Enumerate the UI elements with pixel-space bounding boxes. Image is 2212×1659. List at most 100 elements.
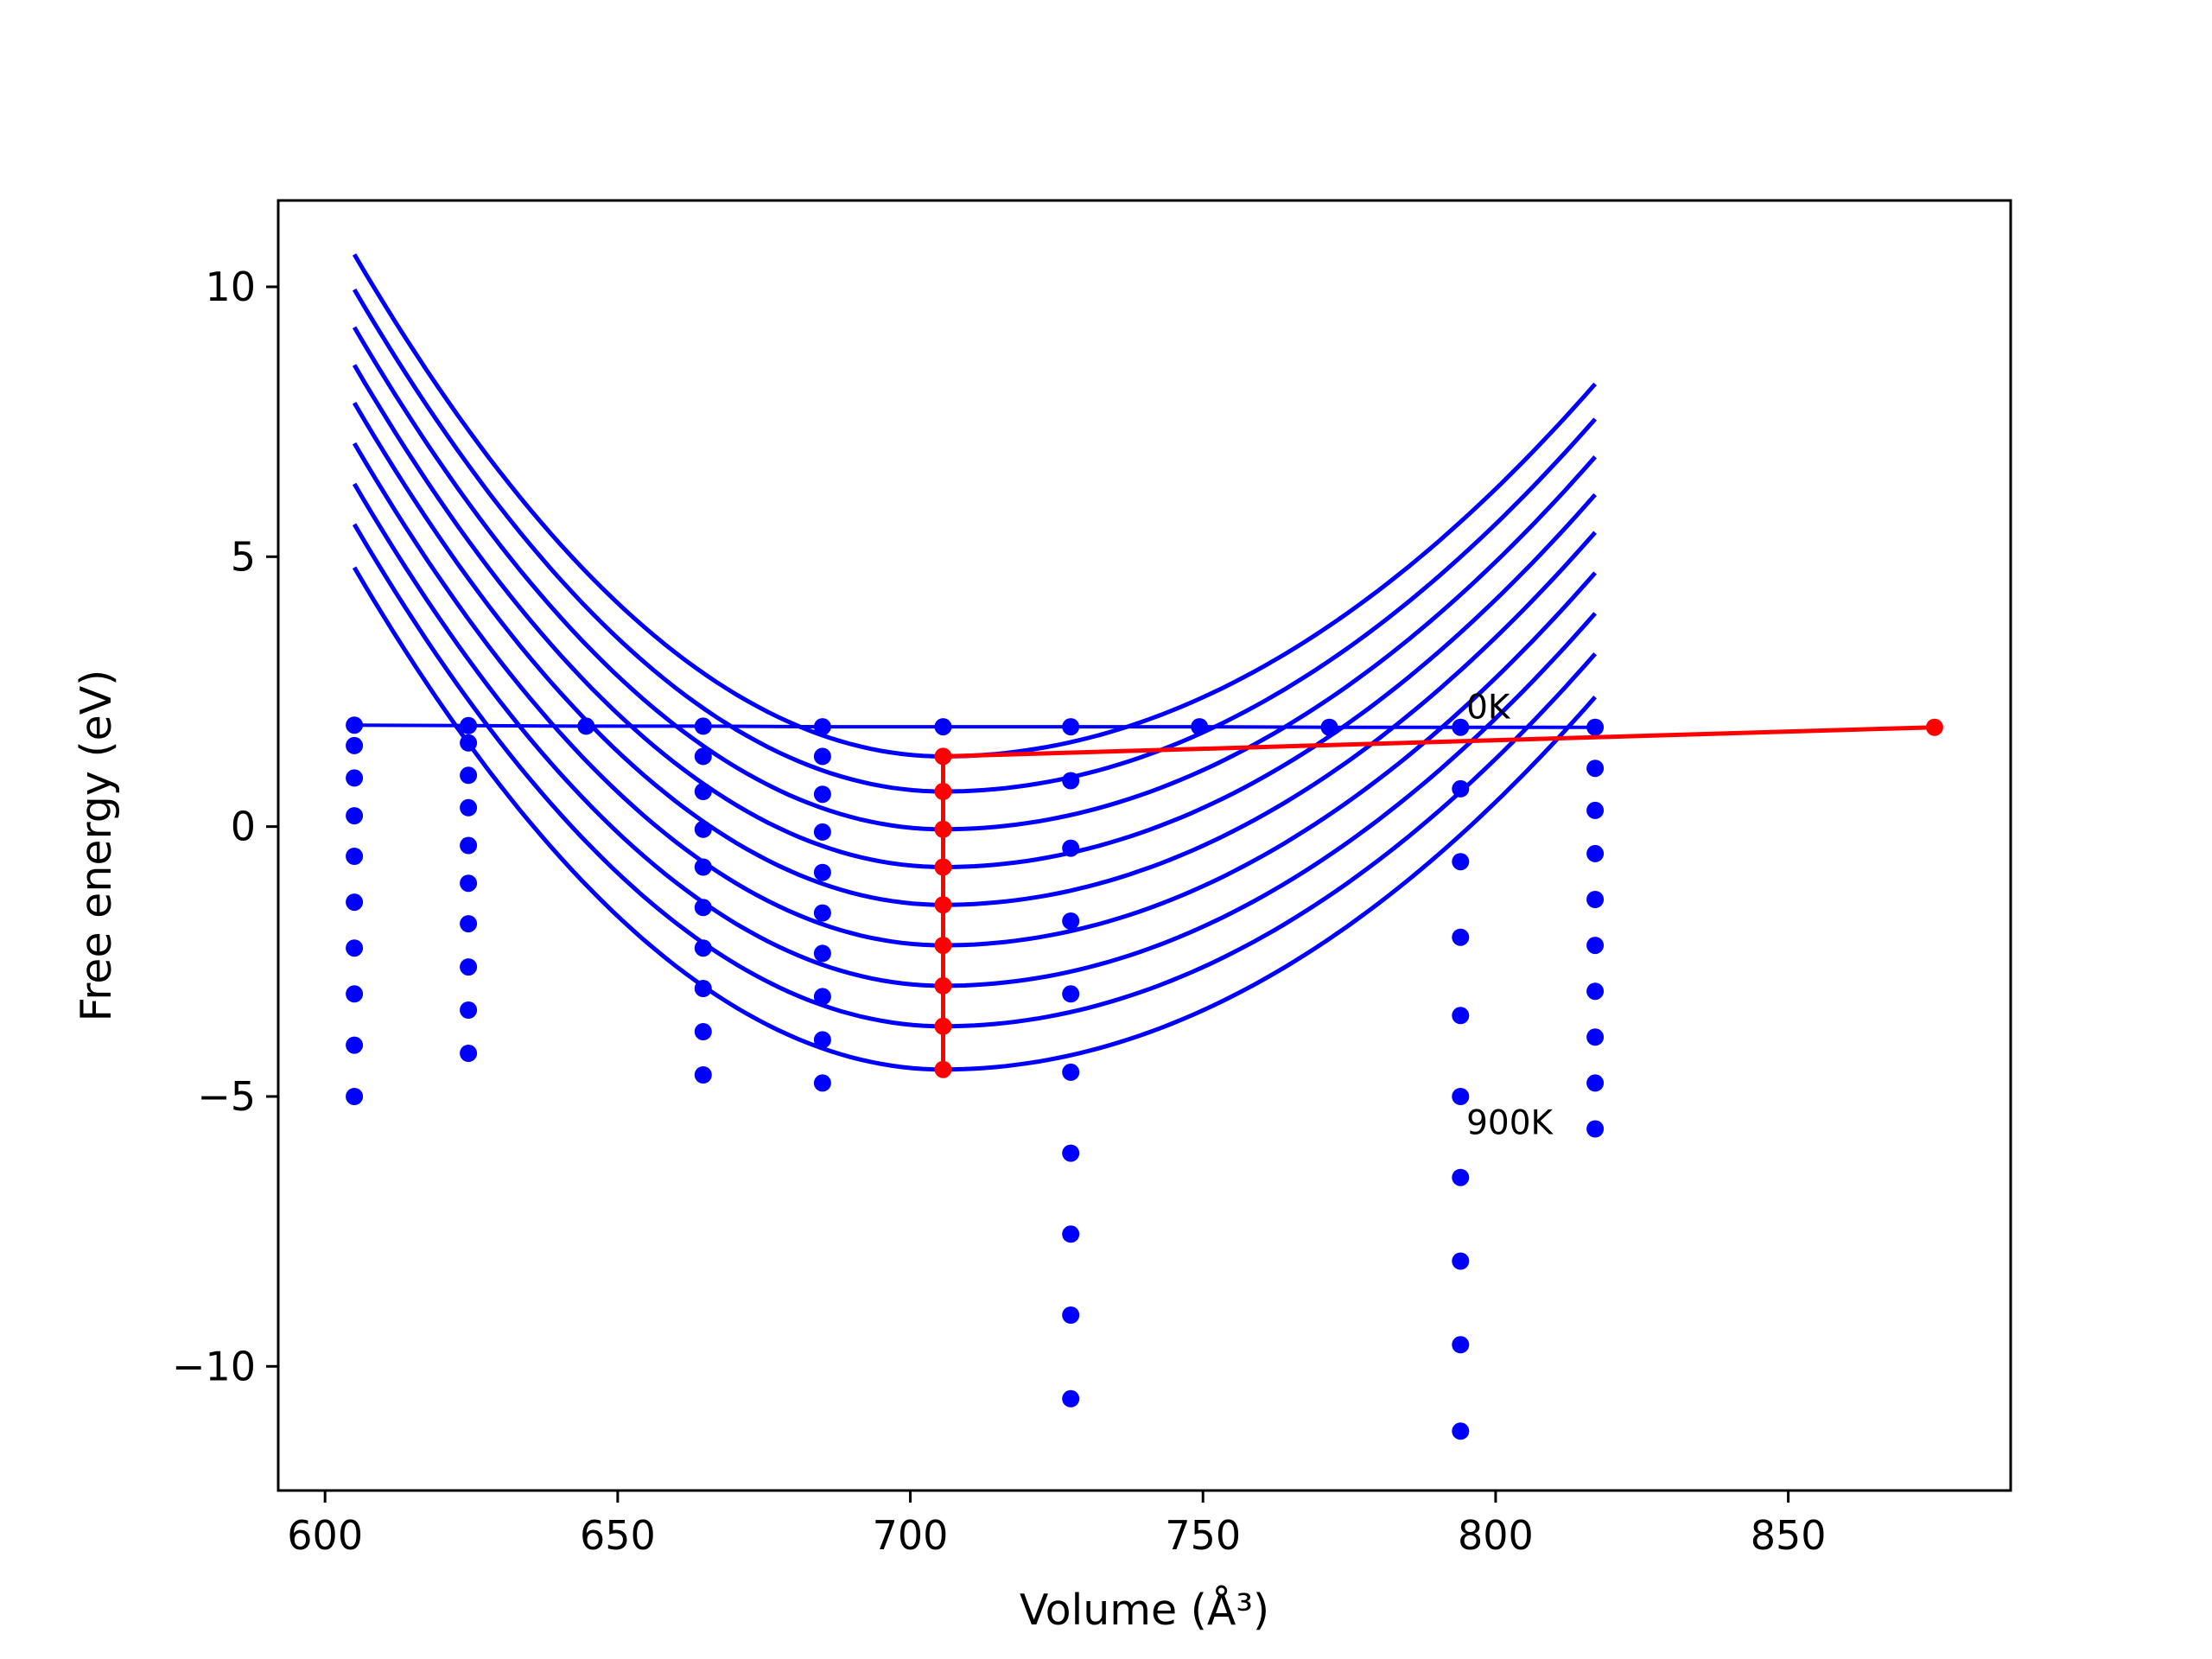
data-point-col10-9 [1452,1336,1470,1354]
data-point-col11-5 [1586,891,1605,908]
minimum-point-2 [934,783,952,800]
data-point-col2-1 [460,716,478,734]
data-point-col1-3 [346,769,364,787]
x-tick-label-800: 800 [1458,1512,1534,1559]
data-point-col7-7 [1062,1144,1080,1162]
x-tick-label-750: 750 [1165,1512,1241,1559]
fit-curve-4 [352,364,1597,870]
fit-curve-5 [352,402,1597,907]
data-point-col7-9 [1062,1306,1080,1324]
fit-curve-8 [352,523,1597,1029]
fit-curve-1 [352,253,1597,759]
fit-curve-9 [352,566,1597,1072]
data-point-col2-9 [460,1001,478,1019]
data-point-col1-1 [346,716,364,734]
data-point-col4-1 [694,717,712,735]
minimum-point-9 [934,1060,952,1078]
y-axis-ticks: 10 5 0 −5 −10 [172,264,278,1389]
data-point-col1-5 [346,848,364,865]
data-point-col10-5 [1452,1007,1470,1025]
y-tick-label-2: 0 [231,804,256,850]
data-point-col6-1 [934,718,952,736]
data-point-col7-3 [1062,839,1080,857]
data-point-col7-1 [1062,718,1080,736]
data-point-col11-1 [1586,718,1605,736]
fit-curve-2 [352,288,1597,794]
data-point-col2-8 [460,958,478,976]
data-point-col2-10 [460,1045,478,1062]
data-point-col11-4 [1586,844,1605,862]
annotation-1: 0K [1466,689,1511,728]
data-point-col4-4 [694,820,712,838]
minimum-tail-point [1925,718,1943,736]
data-point-col1-8 [346,985,364,1003]
minimum-path [934,718,1943,1078]
y-tick-label-3: −5 [197,1073,256,1120]
data-point-col9-1 [1320,718,1338,736]
y-tick-label-1: 5 [231,533,256,580]
data-point-col7-6 [1062,1063,1080,1081]
data-point-col5-10 [813,1074,831,1092]
x-axis-title: Volume (Å³) [1020,1584,1269,1635]
data-point-col8-1 [1191,718,1209,736]
data-point-col11-7 [1586,982,1605,1001]
y-tick-label-4: −10 [172,1343,256,1389]
data-point-col10-7 [1452,1168,1470,1186]
data-point-col11-2 [1586,760,1605,778]
x-tick-label-850: 850 [1751,1512,1827,1559]
minimum-point-1 [934,747,952,766]
data-point-col2-4 [460,798,478,817]
data-point-col10-3 [1452,853,1470,871]
minimum-point-5 [934,896,952,914]
data-point-col5-5 [813,863,831,881]
data-point-col11-6 [1586,937,1605,955]
data-point-col5-7 [813,944,831,963]
minimum-point-7 [934,976,952,995]
fit-curve-7 [352,482,1597,988]
data-point-col4-6 [694,899,712,917]
data-point-col2-7 [460,915,478,933]
annotation-2: 900K [1466,1104,1554,1143]
zero-kelvin-line [354,723,1596,729]
zero-kelvin-line-group [354,723,1596,729]
data-point-col10-2 [1452,779,1470,798]
data-point-col11-9 [1586,1074,1605,1092]
data-point-col4-2 [694,747,712,766]
data-point-col4-8 [694,980,712,997]
minimum-trend-line [943,725,1936,759]
data-point-col4-7 [694,939,712,957]
data-point-col7-4 [1062,912,1080,930]
data-point-col11-8 [1586,1028,1605,1046]
data-point-col10-4 [1452,928,1470,946]
data-point-col5-9 [813,1031,831,1049]
data-point-col2-2 [460,734,478,752]
fit-curve-3 [352,326,1597,832]
x-tick-label-650: 650 [580,1512,656,1559]
data-point-col7-10 [1062,1389,1080,1408]
x-tick-label-700: 700 [873,1512,949,1559]
data-point-col1-2 [346,736,364,754]
data-point-col7-2 [1062,772,1080,790]
data-point-col4-3 [694,783,712,800]
data-point-col5-3 [813,785,831,804]
annotations: 0K 900K [1466,689,1554,1143]
y-tick-label-0: 10 [205,264,256,310]
data-point-col10-8 [1452,1252,1470,1270]
data-point-col5-1 [813,718,831,736]
data-point-col4-5 [694,858,712,876]
data-points [346,716,1605,1440]
data-point-col10-6 [1452,1088,1470,1105]
minimum-point-3 [934,820,952,838]
minimum-point-4 [934,858,952,876]
data-point-col1-9 [346,1036,364,1054]
data-point-col1-4 [346,807,364,825]
data-point-col2-6 [460,874,478,893]
data-point-col1-7 [346,939,364,957]
data-point-col1-10 [346,1088,364,1105]
data-point-col1-6 [346,893,364,912]
data-point-col4-10 [694,1066,712,1084]
data-point-col4-9 [694,1023,712,1040]
data-point-col5-2 [813,747,831,766]
data-point-col7-8 [1062,1225,1080,1243]
